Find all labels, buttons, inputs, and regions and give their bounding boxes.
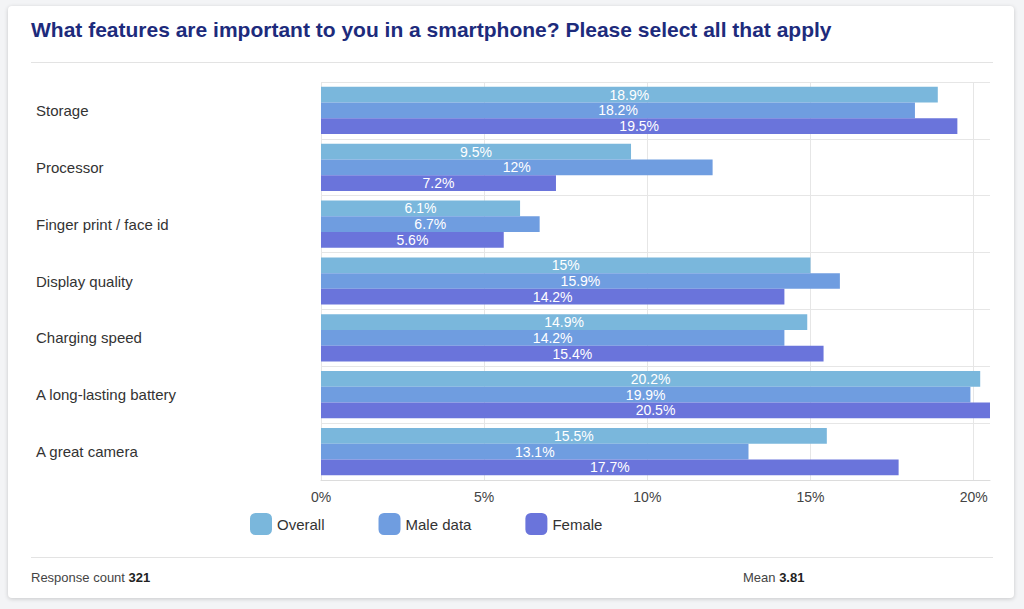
svg-text:15%: 15%: [796, 489, 824, 505]
svg-text:Display quality: Display quality: [36, 273, 133, 290]
svg-text:15%: 15%: [552, 257, 580, 273]
svg-text:17.7%: 17.7%: [590, 459, 630, 475]
svg-text:5.6%: 5.6%: [396, 232, 428, 248]
svg-text:18.2%: 18.2%: [598, 102, 638, 118]
svg-text:A great camera: A great camera: [36, 443, 138, 460]
svg-text:12%: 12%: [503, 159, 531, 175]
svg-text:13.1%: 13.1%: [515, 444, 555, 460]
svg-text:0%: 0%: [311, 489, 331, 505]
svg-text:19.9%: 19.9%: [626, 387, 666, 403]
svg-text:Charging speed: Charging speed: [36, 329, 142, 346]
html-text:Response count 321: Response count 321: [31, 570, 151, 585]
svg-text:20.2%: 20.2%: [631, 371, 671, 387]
svg-text:Processor: Processor: [36, 159, 104, 176]
svg-text:15.4%: 15.4%: [552, 346, 592, 362]
svg-text:6.1%: 6.1%: [405, 200, 437, 216]
svg-text:14.9%: 14.9%: [544, 314, 584, 330]
svg-text:6.7%: 6.7%: [414, 216, 446, 232]
svg-text:5%: 5%: [474, 489, 494, 505]
html-text:What features are important to: What features are important to you in a …: [31, 18, 832, 41]
svg-text:19.5%: 19.5%: [619, 118, 659, 134]
svg-text:7.2%: 7.2%: [423, 175, 455, 191]
svg-text:15.5%: 15.5%: [554, 428, 594, 444]
svg-text:18.9%: 18.9%: [610, 87, 650, 103]
svg-text:Finger print / face id: Finger print / face id: [36, 216, 169, 233]
svg-text:Female: Female: [552, 516, 602, 533]
svg-text:Overall: Overall: [277, 516, 325, 533]
svg-text:14.2%: 14.2%: [533, 289, 573, 305]
svg-text:9.5%: 9.5%: [460, 144, 492, 160]
svg-text:Male data: Male data: [406, 516, 473, 533]
svg-text:A long-lasting battery: A long-lasting battery: [36, 386, 177, 403]
svg-text:20.5%: 20.5%: [636, 402, 676, 418]
svg-text:15.9%: 15.9%: [561, 273, 601, 289]
html-text:Mean 3.81: Mean 3.81: [743, 570, 805, 585]
svg-text:Storage: Storage: [36, 102, 89, 119]
svg-text:20%: 20%: [960, 489, 988, 505]
svg-text:14.2%: 14.2%: [533, 330, 573, 346]
svg-text:10%: 10%: [633, 489, 661, 505]
